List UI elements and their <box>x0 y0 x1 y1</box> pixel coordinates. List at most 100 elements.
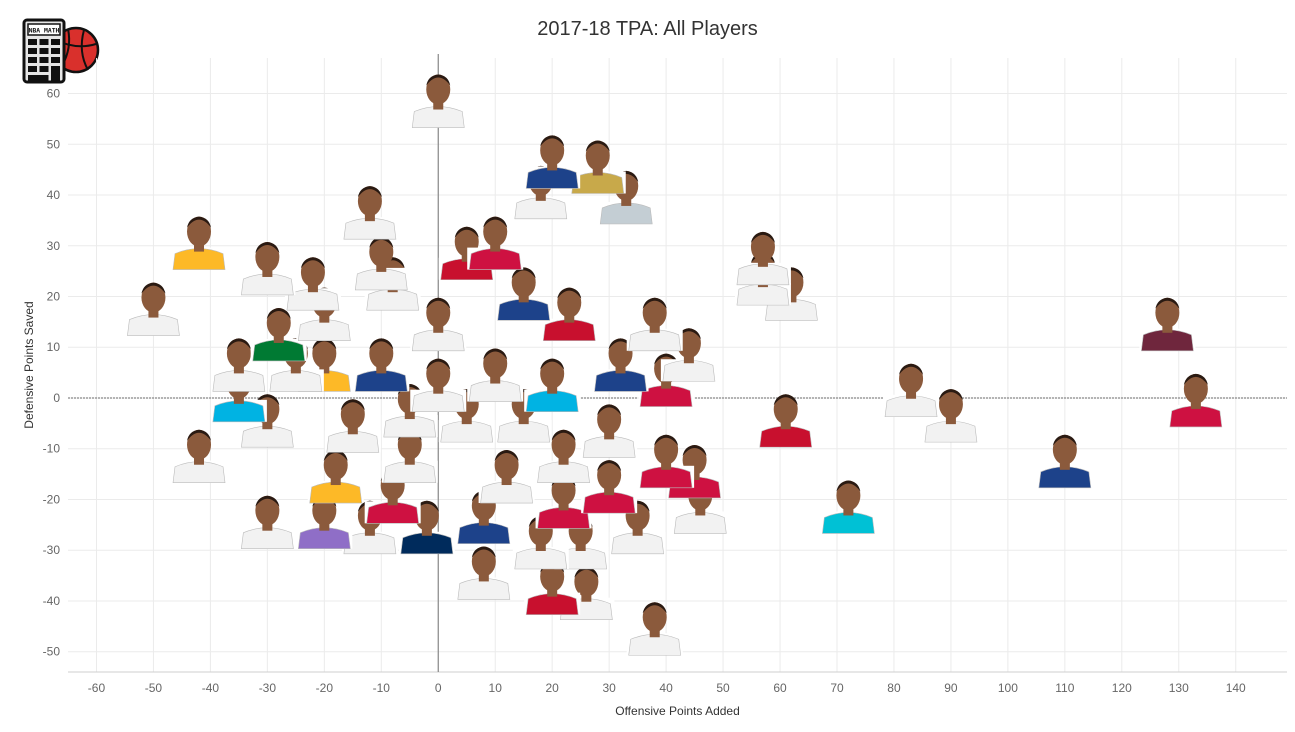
jersey <box>241 425 294 448</box>
hair <box>357 186 382 198</box>
neck <box>461 251 472 262</box>
y-tick-label: 10 <box>47 340 61 354</box>
hair <box>426 74 451 86</box>
hair <box>266 307 291 319</box>
jersey <box>1141 329 1194 352</box>
player-headshot <box>410 74 467 128</box>
y-tick-label: -10 <box>43 442 61 456</box>
player-headshot <box>250 307 307 362</box>
x-tick-label: 30 <box>602 681 616 695</box>
hair <box>899 363 924 375</box>
y-tick-label: 20 <box>47 289 61 303</box>
jersey <box>241 527 294 549</box>
jersey <box>440 420 494 443</box>
hair <box>597 404 622 416</box>
player-headshot <box>296 495 353 549</box>
hair <box>494 450 519 462</box>
x-tick-label: 130 <box>1169 681 1189 695</box>
player-headshot <box>353 236 410 291</box>
player-headshot <box>478 450 535 504</box>
hair <box>340 399 365 411</box>
x-tick-label: -10 <box>373 681 391 695</box>
player-headshot <box>353 338 410 392</box>
player-headshot <box>524 358 581 412</box>
player-headshot <box>324 399 381 453</box>
head <box>608 338 633 369</box>
hair <box>369 236 394 248</box>
head <box>585 140 610 171</box>
jersey <box>736 283 790 306</box>
jersey <box>411 329 465 352</box>
y-tick-label: -30 <box>43 543 61 557</box>
jersey <box>383 461 437 484</box>
jersey <box>127 314 180 336</box>
jersey <box>884 395 938 418</box>
chart-title: 2017-18 TPA: All Players <box>537 18 758 40</box>
hair <box>642 602 667 614</box>
player-headshot <box>626 297 683 352</box>
x-tick-label: 120 <box>1112 681 1132 695</box>
x-tick-label: 40 <box>659 681 673 695</box>
jersey <box>411 390 465 412</box>
x-tick-label: -40 <box>202 681 220 695</box>
head <box>226 338 251 369</box>
head <box>676 328 701 359</box>
head <box>540 135 565 166</box>
jersey <box>400 532 454 555</box>
jersey <box>497 299 551 321</box>
hair <box>773 394 798 406</box>
player-headshot <box>734 231 791 286</box>
jersey <box>212 370 266 392</box>
jersey <box>582 436 636 458</box>
player-headshot <box>883 363 940 418</box>
head <box>654 434 679 465</box>
jersey <box>252 339 306 362</box>
jersey <box>383 415 437 438</box>
jersey <box>343 217 397 240</box>
player-headshot <box>569 140 626 194</box>
head <box>773 394 798 425</box>
jersey <box>480 481 533 504</box>
hair <box>323 450 348 462</box>
hair <box>1052 434 1077 446</box>
hair <box>226 338 251 350</box>
y-tick-label: 50 <box>47 137 61 151</box>
head <box>836 480 861 511</box>
head <box>597 460 622 491</box>
y-tick-label: -20 <box>43 492 61 506</box>
head <box>642 297 667 328</box>
x-tick-label: 10 <box>489 681 503 695</box>
hair <box>369 338 394 350</box>
x-tick-label: -50 <box>145 681 163 695</box>
hair <box>585 140 610 152</box>
hair <box>654 353 679 365</box>
player-headshot <box>467 216 524 270</box>
jersey <box>457 578 511 600</box>
player-headshot <box>524 561 581 615</box>
head <box>340 399 365 430</box>
hair <box>454 226 479 238</box>
x-tick-label: 0 <box>435 681 442 695</box>
head <box>1052 434 1077 465</box>
jersey <box>326 430 380 453</box>
hair <box>1183 373 1208 385</box>
jersey <box>366 502 420 524</box>
hair <box>300 257 325 269</box>
x-tick-label: 50 <box>716 681 730 695</box>
y-tick-label: 0 <box>53 391 60 405</box>
hair <box>540 358 565 370</box>
calculator-basketball-icon: NBA MATH <box>22 18 100 84</box>
hair <box>938 389 963 401</box>
jersey <box>354 268 408 291</box>
jersey <box>525 390 579 412</box>
hair <box>426 358 451 370</box>
player-headshot <box>284 257 341 311</box>
x-axis-label: Offensive Points Added <box>615 704 740 718</box>
jersey <box>628 329 682 352</box>
hair <box>551 429 576 441</box>
player-headshot <box>1167 373 1224 428</box>
hair <box>141 282 166 294</box>
data-points <box>125 74 1224 656</box>
jersey <box>673 512 727 534</box>
